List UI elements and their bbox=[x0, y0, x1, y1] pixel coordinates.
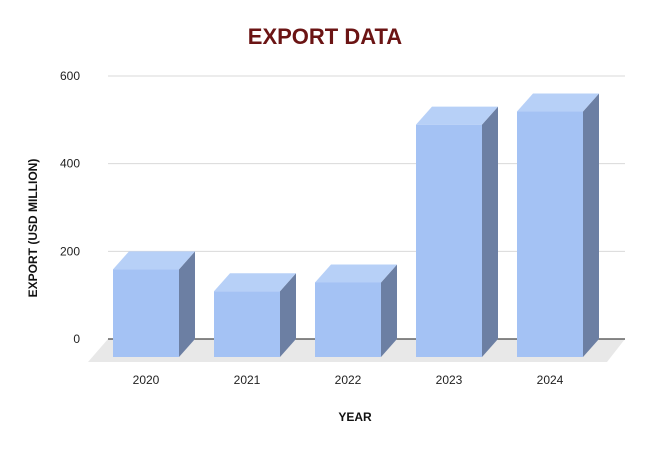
bar-2021 bbox=[214, 273, 296, 357]
y-tick-label: 0 bbox=[73, 332, 80, 346]
y-tick-labels: 0 200 400 600 bbox=[60, 69, 80, 346]
bar-top-face bbox=[113, 251, 195, 270]
bar-front-face bbox=[416, 124, 482, 357]
bar-front-face bbox=[517, 111, 583, 358]
x-tick-label: 2020 bbox=[133, 373, 160, 387]
bar-top-face bbox=[315, 264, 397, 283]
bar-front-face bbox=[113, 269, 179, 357]
bar-top-face bbox=[517, 93, 599, 112]
bar-front-face bbox=[214, 291, 280, 357]
bar-side-face bbox=[583, 93, 599, 358]
x-axis-title: YEAR bbox=[338, 410, 372, 424]
x-tick-label: 2023 bbox=[436, 373, 463, 387]
bar-2022 bbox=[315, 264, 397, 357]
chart-title: EXPORT DATA bbox=[247, 24, 403, 49]
y-tick-label: 600 bbox=[60, 69, 80, 83]
bar-side-face bbox=[482, 106, 498, 357]
x-tick-labels: 2020 2021 2022 2023 2024 bbox=[133, 373, 564, 387]
y-axis-title: EXPORT (USD MILLION) bbox=[26, 159, 40, 298]
bar-front-face bbox=[315, 282, 381, 357]
bar-side-face bbox=[381, 264, 397, 357]
x-tick-label: 2021 bbox=[234, 373, 261, 387]
bar-2020 bbox=[113, 251, 195, 357]
bar-side-face bbox=[179, 251, 195, 357]
bar-top-face bbox=[214, 273, 296, 292]
bar-side-face bbox=[280, 273, 296, 357]
y-tick-label: 200 bbox=[60, 244, 80, 258]
bar-top-face bbox=[416, 106, 498, 125]
bars bbox=[113, 93, 599, 358]
bar-2023 bbox=[416, 106, 498, 357]
x-tick-label: 2022 bbox=[335, 373, 362, 387]
y-tick-label: 400 bbox=[60, 157, 80, 171]
bar-2024 bbox=[517, 93, 599, 358]
x-tick-label: 2024 bbox=[537, 373, 564, 387]
